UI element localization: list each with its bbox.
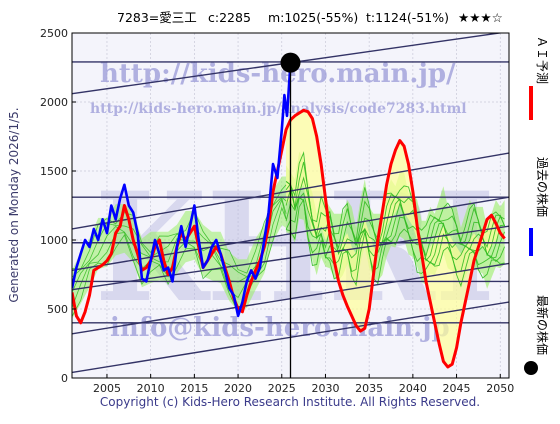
latest-marker-layer [280,52,301,378]
x-tick-label: 2025 [268,382,296,395]
legend-past-label: 過去の株価 [535,157,550,217]
median-label: m:1025(-55%) [268,10,358,25]
header: 7283=愛三工 c:2285 m:1025(-55%) t:1124(-51%… [117,10,503,25]
rating-stars: ★★★☆ [458,10,503,25]
x-tick-label: 2050 [486,382,514,395]
legend: ＡＩ予測 過去の株価 最新の株価 [524,36,550,375]
x-tick-label: 2035 [355,382,383,395]
y-tick-label: 0 [61,372,68,385]
history-band-line [72,206,287,317]
y-tick-label: 500 [47,303,68,316]
latest-price-marker [280,52,301,73]
plot-layer: KHRI http://kids-hero.main.jp/ http://ki… [72,33,509,378]
generated-date: Generated on Monday 2026/1/5. [7,107,21,302]
ai-forecast-line [72,108,506,369]
x-tick-label: 2020 [224,382,252,395]
x-tick-label: 2030 [311,382,339,395]
y-tick-label: 1000 [40,234,68,247]
past-price-line [72,62,292,318]
x-tick-label: 2015 [180,382,208,395]
series-layer [72,62,506,369]
copyright: Copyright (c) Kids-Hero Research Institu… [100,395,480,409]
forecast-deviation-fill [286,110,505,368]
watermark-analysis-url: http://kids-hero.main.jp/analysis/code72… [90,101,467,117]
y-tick-label: 1500 [40,165,68,178]
forecast-band-line [285,189,505,262]
x-tick-label: 2005 [93,382,121,395]
y-tick-label: 2500 [40,27,68,40]
x-tick-label: 2040 [399,382,427,395]
legend-latest-swatch [524,361,538,375]
watermark-url: http://kids-hero.main.jp/ [100,59,456,89]
y-tick-label: 2000 [40,96,68,109]
target-label: t:1124(-51%) [366,10,449,25]
current-price-label: c:2285 [208,10,251,25]
x-tick-label: 2010 [137,382,165,395]
legend-ai-label: ＡＩ予測 [535,36,549,84]
forecast-band-line [285,198,505,288]
axes: 2005 2010 2015 2020 2025 2030 2035 2040 2045 2050… [40,27,514,395]
ticker-label: 7283=愛三工 [117,10,197,25]
x-tick-label: 2045 [443,382,471,395]
legend-latest-label: 最新の株価 [535,295,550,355]
